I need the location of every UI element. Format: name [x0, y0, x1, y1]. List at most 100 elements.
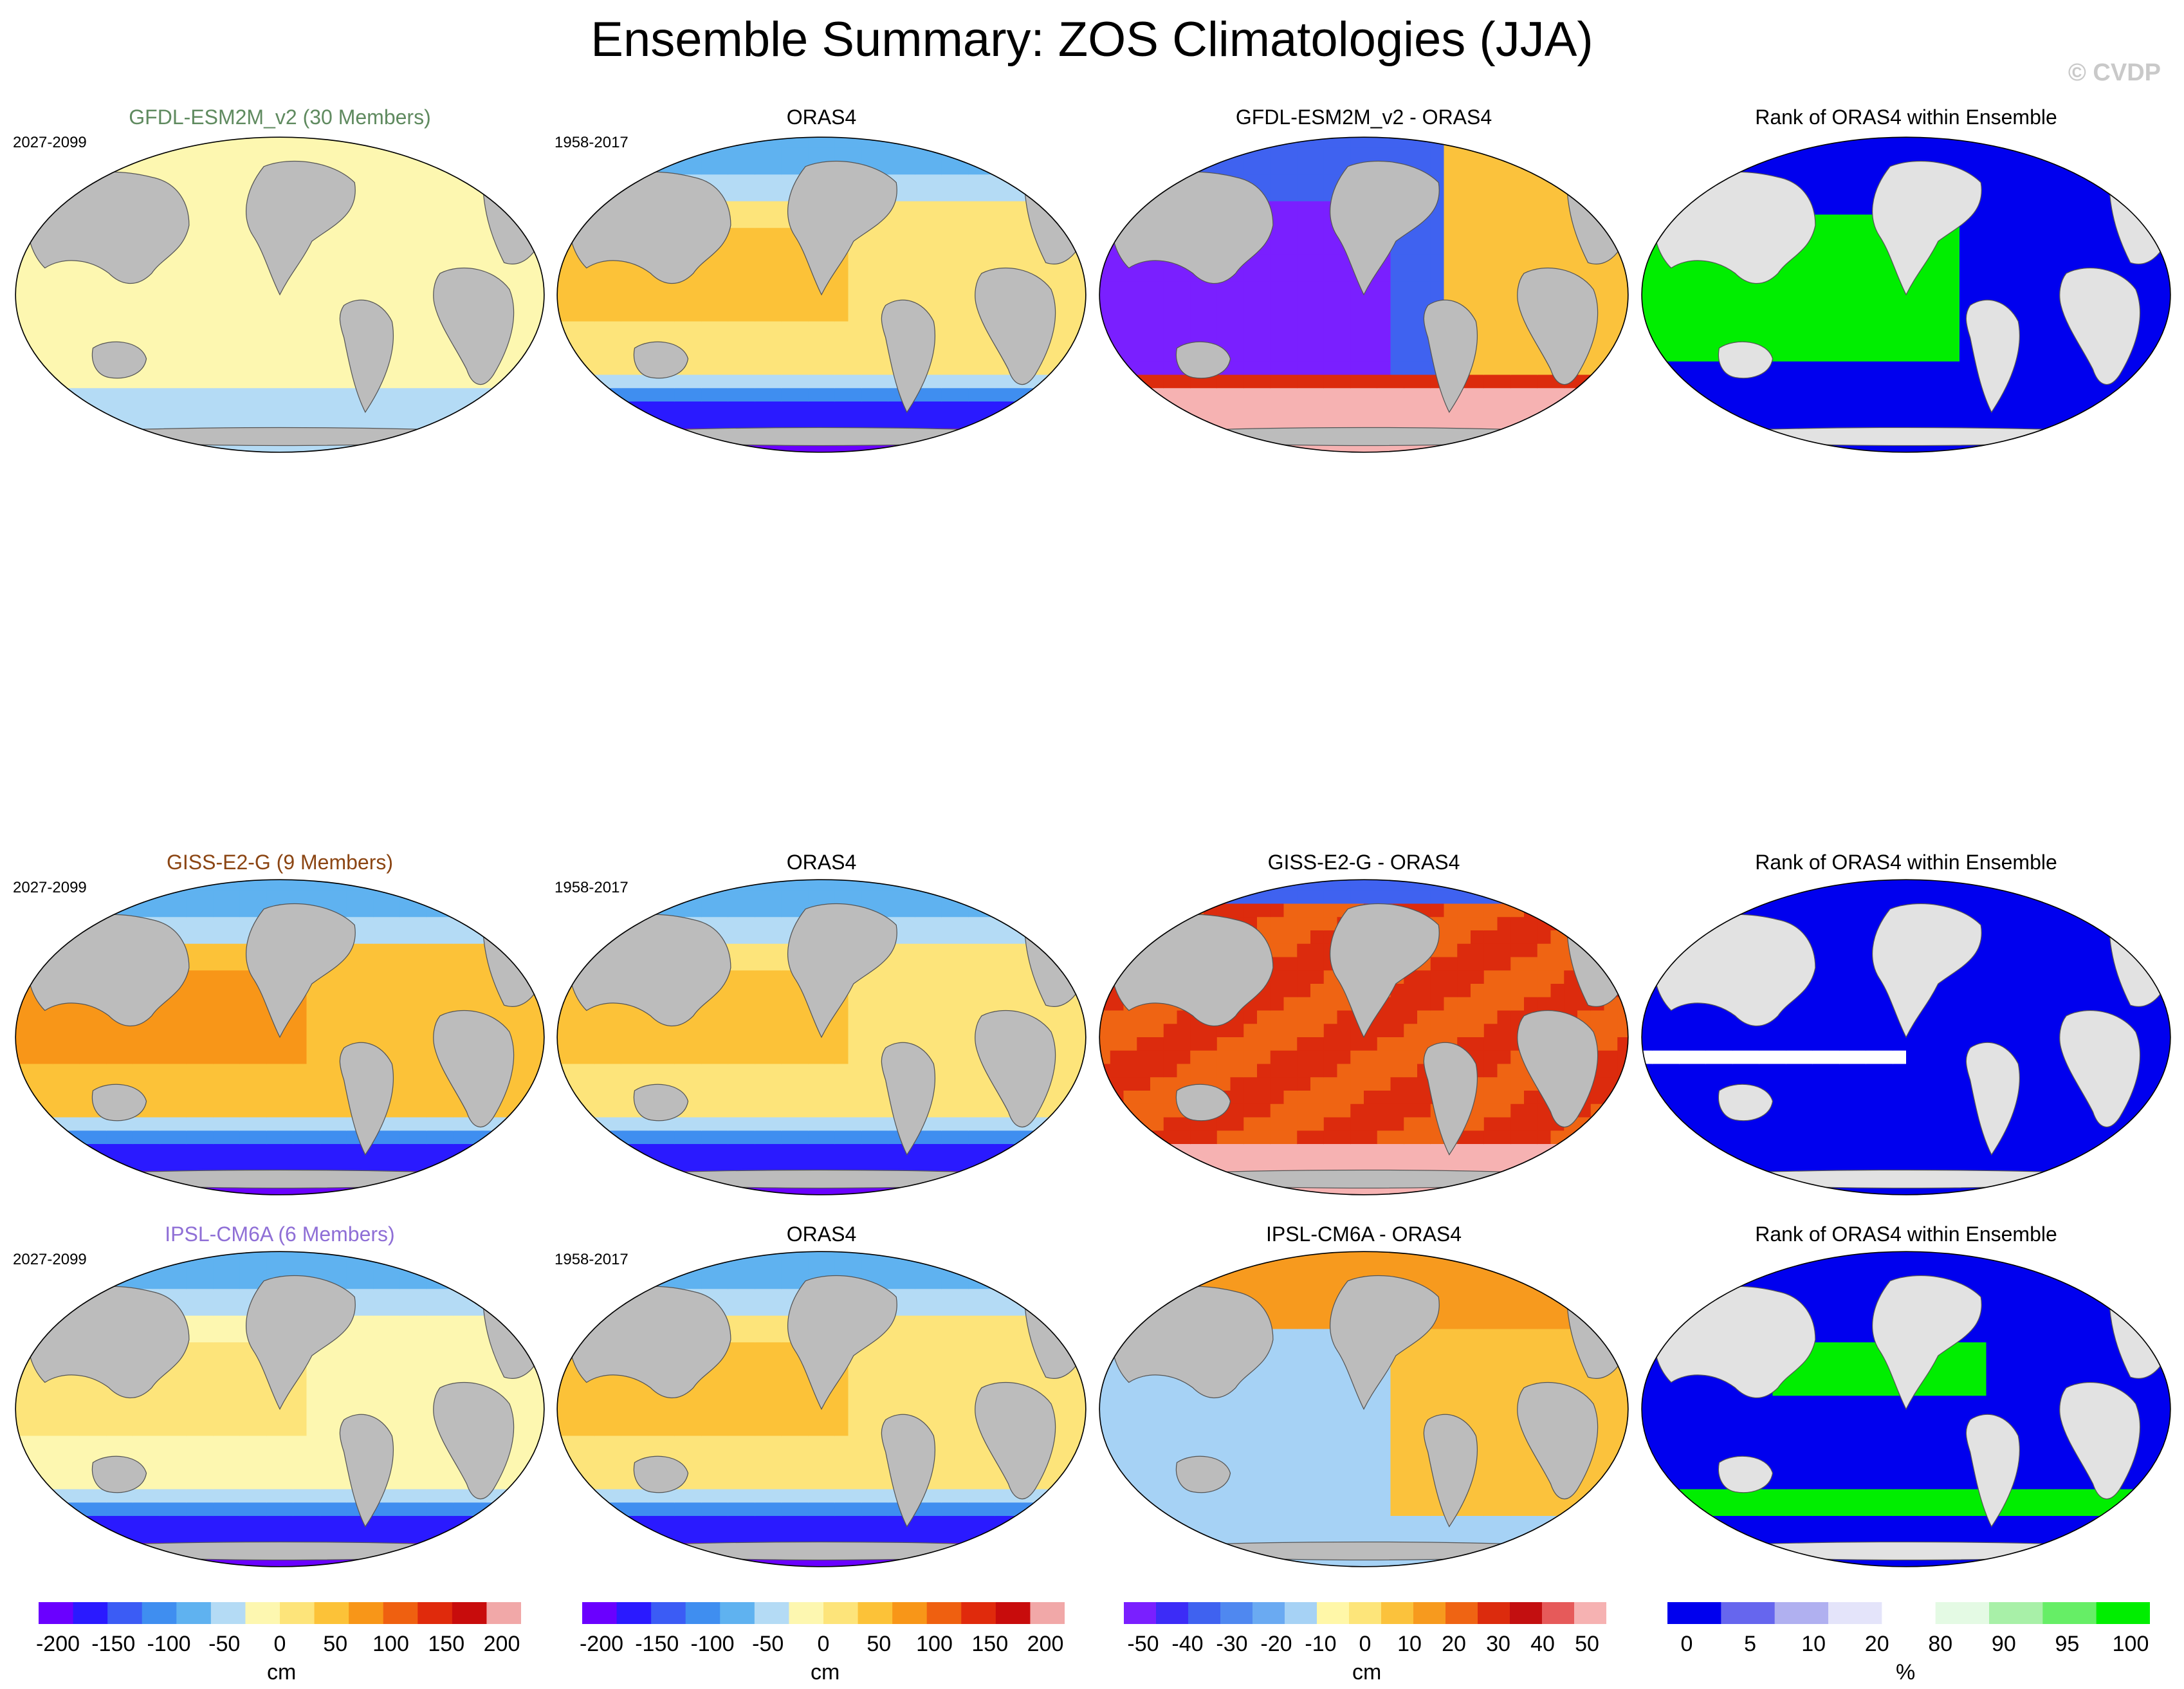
map-panel [556, 136, 1087, 453]
land-mass [54, 427, 506, 447]
colorbar-swatch [1542, 1602, 1575, 1624]
colorbar-swatch [1349, 1602, 1382, 1624]
land-mass [787, 1275, 897, 1410]
map-outline [556, 136, 1087, 453]
land-mass [2059, 267, 2141, 385]
colorbar-tick-label: -100 [690, 1632, 735, 1656]
panel-title: Rank of ORAS4 within Ensemble [1755, 106, 2057, 129]
period-label: 1958-2017 [555, 879, 629, 896]
land-mass [1965, 1414, 2021, 1527]
land-mass [1329, 903, 1440, 1038]
land-mass [1517, 1010, 1599, 1128]
colorbar-swatch [349, 1602, 384, 1624]
colorbar-swatch [651, 1602, 686, 1624]
colorbar-tick-label: 40 [1530, 1632, 1555, 1656]
map-panel [1099, 136, 1629, 453]
land-mass [975, 267, 1056, 385]
land-mass [1871, 903, 1982, 1038]
colorbar [39, 1602, 521, 1624]
panel-title: Rank of ORAS4 within Ensemble [1755, 1223, 2057, 1246]
land-mass [245, 1275, 356, 1410]
colorbar-tick-label: -30 [1216, 1632, 1248, 1656]
land-mass [1517, 1381, 1599, 1500]
map-panel [1641, 1251, 2171, 1567]
colorbar-tick-label: 90 [1991, 1632, 2016, 1656]
land-mass [1138, 1541, 1590, 1561]
land-mass [787, 903, 897, 1038]
land-mass [339, 1042, 394, 1156]
colorbar-tick-label: -150 [91, 1632, 136, 1656]
colorbar-swatch [754, 1602, 789, 1624]
land-mass [1423, 299, 1478, 413]
land-mass [881, 299, 936, 413]
land-mass [1175, 1455, 1231, 1493]
colorbar-swatch [452, 1602, 487, 1624]
map-panel [556, 879, 1087, 1195]
colorbar-tick-label: -50 [208, 1632, 241, 1656]
land-mass [1329, 1275, 1440, 1410]
colorbar-unit: % [1896, 1660, 1916, 1684]
colorbar-tick-label: 20 [1864, 1632, 1889, 1656]
panel-title: ORAS4 [786, 106, 857, 129]
colorbar-tick-label: 10 [1801, 1632, 1826, 1656]
land-mass [1718, 1455, 1774, 1493]
colorbar-tick-label: 0 [1680, 1632, 1693, 1656]
colorbar-swatch [107, 1602, 143, 1624]
colorbar-tick-label: -150 [635, 1632, 679, 1656]
land-mass [1329, 160, 1440, 296]
land-mass [433, 1381, 515, 1500]
colorbar-swatch [1381, 1602, 1414, 1624]
colorbar-unit: cm [1352, 1660, 1382, 1684]
colorbar-swatch [280, 1602, 315, 1624]
colorbar-swatch [961, 1602, 996, 1624]
colorbar-swatch [1220, 1602, 1253, 1624]
colorbar-tick-label: 200 [483, 1632, 520, 1656]
panel-title: IPSL-CM6A (6 Members) [165, 1223, 395, 1246]
land-mass [1718, 341, 1774, 379]
colorbar [1124, 1602, 1606, 1624]
colorbar-swatch [210, 1602, 246, 1624]
panel-title: GISS-E2-G (9 Members) [166, 851, 394, 874]
colorbar-tick-label: 50 [323, 1632, 348, 1656]
map-outline [1099, 136, 1629, 453]
map-outline [15, 136, 545, 453]
land-mass [339, 1414, 394, 1527]
period-label: 2027-2099 [13, 879, 87, 896]
colorbar-swatch [73, 1602, 108, 1624]
colorbar-tick-label: -200 [579, 1632, 624, 1656]
colorbar-tick-label: 50 [1575, 1632, 1599, 1656]
colorbar-swatch [1935, 1602, 1990, 1624]
colorbar-swatch [314, 1602, 349, 1624]
colorbar-swatch [1989, 1602, 2043, 1624]
panel-title: ORAS4 [786, 851, 857, 874]
land-mass [633, 1084, 689, 1121]
land-mass [2059, 1381, 2141, 1500]
colorbar-unit: cm [267, 1660, 297, 1684]
colorbar-tick-label: -100 [147, 1632, 191, 1656]
land-mass [91, 1455, 147, 1493]
period-label: 2027-2099 [13, 1251, 87, 1268]
page-title: Ensemble Summary: ZOS Climatologies (JJA… [591, 12, 1593, 67]
map-panel [1641, 136, 2171, 453]
land-mass [1680, 1541, 2132, 1561]
colorbar-swatch [789, 1602, 824, 1624]
land-mass [1718, 1084, 1774, 1121]
colorbar-tick-label: 200 [1027, 1632, 1064, 1656]
panel-title: IPSL-CM6A - ORAS4 [1265, 1223, 1462, 1246]
map-outline [1641, 879, 2171, 1195]
land-mass [2059, 1010, 2141, 1128]
land-mass [633, 341, 689, 379]
land-mass [881, 1042, 936, 1156]
map-outline [556, 879, 1087, 1195]
colorbar-swatch [1828, 1602, 1882, 1624]
colorbar-tick-label: 150 [971, 1632, 1009, 1656]
map-panel [15, 879, 545, 1195]
land-mass [433, 267, 515, 385]
land-mass [1423, 1414, 1478, 1527]
colorbar-tick-label: -10 [1305, 1632, 1337, 1656]
land-mass [1680, 427, 2132, 447]
map-panel [15, 1251, 545, 1567]
map-outline [556, 1251, 1087, 1567]
colorbar-swatch [1188, 1602, 1221, 1624]
colorbar [1667, 1602, 2150, 1624]
